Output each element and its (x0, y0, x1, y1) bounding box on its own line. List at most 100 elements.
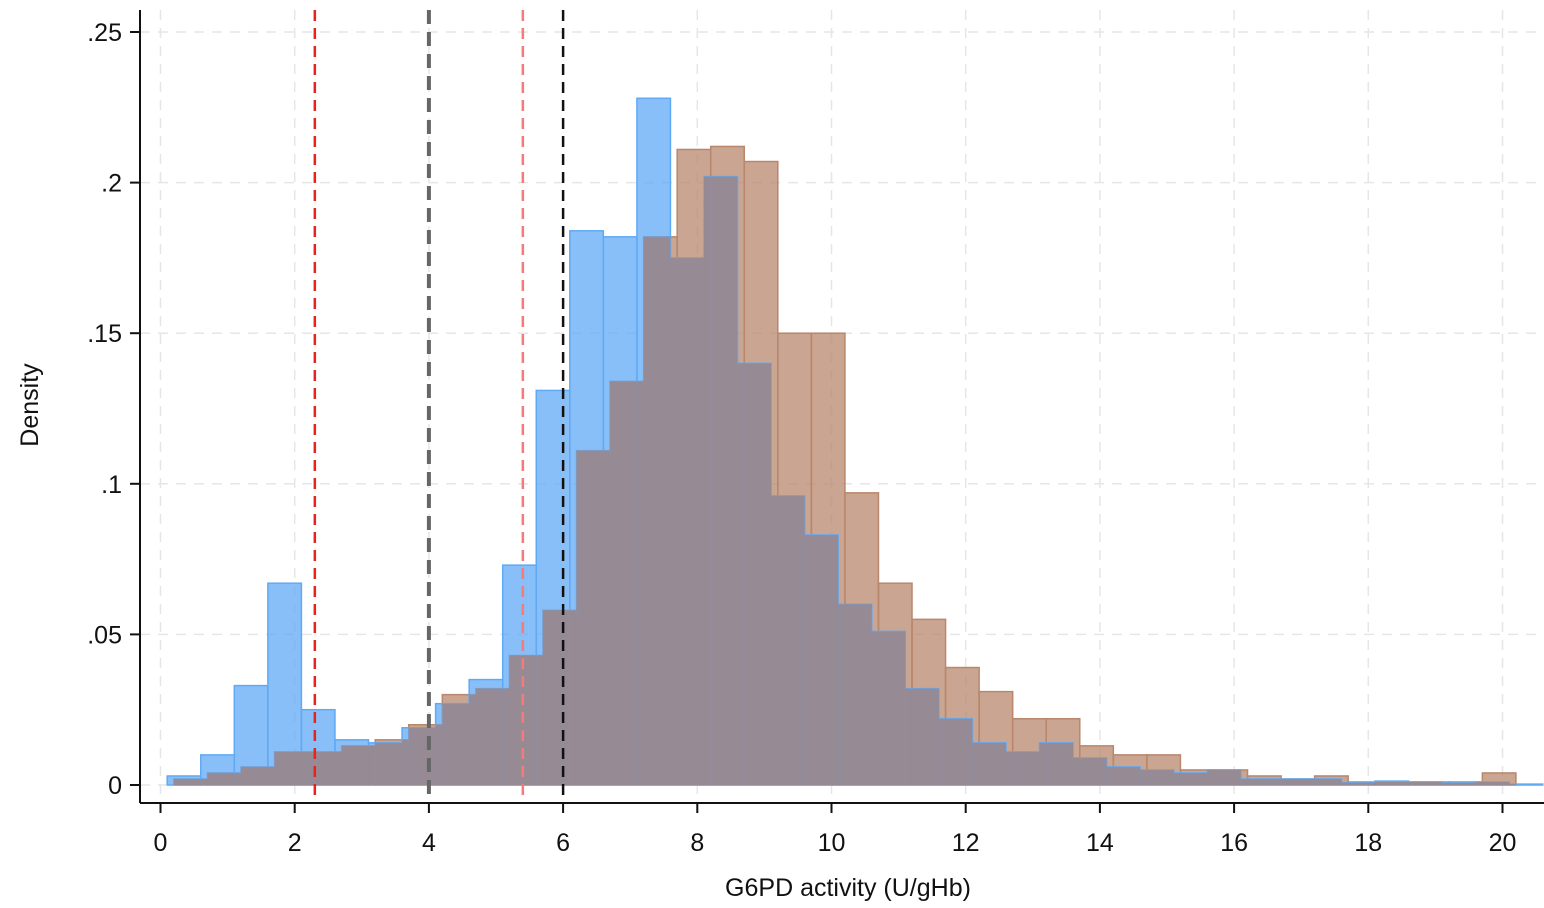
x-tick-label: 18 (1354, 829, 1382, 857)
overlap-bar (1274, 778, 1282, 785)
overlap-bar (1146, 769, 1174, 785)
overlap-bar (1475, 781, 1483, 785)
x-tick-label: 8 (690, 829, 704, 857)
overlap-bar (301, 751, 309, 785)
x-ticks: 0 2 4 6 8 10 12 14 16 18 20 (154, 803, 1517, 857)
overlap-bar (576, 450, 604, 785)
overlap-bar (173, 778, 201, 785)
overlap-bar (542, 610, 570, 785)
series-a-bar (267, 582, 303, 786)
overlap-bar (375, 742, 403, 785)
overlap-bar (1240, 778, 1248, 785)
x-tick-label: 4 (422, 829, 436, 857)
overlap-bar (643, 236, 671, 786)
overlap-bar (536, 655, 543, 785)
overlap-bar (569, 610, 577, 785)
overlap-bar (905, 688, 913, 785)
overlap-bar (368, 745, 376, 785)
overlap-bar (871, 631, 879, 785)
overlap-bar (1207, 769, 1214, 785)
overlap-bar (1140, 769, 1147, 785)
overlap-bar (710, 176, 738, 786)
overlap-bar (1046, 742, 1074, 785)
overlap-bar (938, 718, 946, 785)
overlap-bar (267, 766, 275, 785)
overlap-bar (1113, 766, 1141, 785)
overlap-bar (610, 381, 637, 785)
y-tick-label: .25 (87, 19, 122, 47)
overlap-bar (274, 751, 302, 785)
overlap-bar (1213, 769, 1241, 785)
overlap-bar (408, 727, 436, 785)
overlap-bar (844, 604, 872, 785)
overlap-bar (1079, 757, 1107, 785)
x-axis-title: G6PD activity (U/gHb) (725, 874, 971, 902)
overlap-bar (435, 724, 443, 785)
y-axis-title: Density (16, 363, 44, 447)
overlap-bar (308, 751, 335, 785)
x-tick-label: 14 (1086, 829, 1114, 857)
overlap-bar (737, 363, 745, 785)
overlap-bar (234, 772, 242, 785)
overlap-bar (1341, 782, 1349, 785)
overlap-bar (704, 176, 711, 786)
overlap-bar (1482, 781, 1510, 785)
overlap-bars (173, 176, 1516, 786)
x-tick-label: 0 (154, 829, 168, 857)
axes (139, 10, 1544, 804)
overlap-bar (442, 703, 470, 785)
reference-lines (313, 10, 565, 803)
overlap-bar (241, 766, 268, 785)
overlap-bar (1375, 781, 1382, 785)
overlap-bar (1039, 742, 1047, 785)
overlap-bar (502, 688, 510, 785)
x-tick-label: 2 (288, 829, 302, 857)
overlap-bar (1408, 781, 1416, 785)
overlap-bar (1442, 782, 1449, 785)
overlap-bar (1381, 781, 1409, 785)
y-tick-label: 0 (108, 772, 122, 800)
y-tick-label: .15 (87, 320, 122, 348)
overlap-bar (677, 257, 705, 785)
overlap-bar (670, 257, 678, 785)
overlap-bar (1012, 751, 1040, 785)
overlap-bar (1314, 778, 1342, 785)
overlap-bar (475, 688, 503, 785)
overlap-bar (979, 742, 1006, 785)
overlap-bar (1307, 778, 1315, 785)
overlap-bar (972, 742, 980, 785)
overlap-bar (341, 745, 369, 785)
overlap-bar (777, 495, 805, 785)
x-tick-label: 10 (818, 829, 846, 857)
overlap-bar (469, 694, 476, 785)
overlap-bar (402, 739, 409, 785)
overlap-bar (838, 604, 845, 785)
overlap-bar (1448, 782, 1476, 785)
y-tick-label: .1 (101, 471, 122, 499)
x-tick-label: 16 (1220, 829, 1248, 857)
overlap-bar (334, 751, 342, 785)
overlap-bar (1106, 766, 1114, 785)
x-tick-label: 6 (556, 829, 570, 857)
x-tick-label: 20 (1489, 829, 1517, 857)
overlap-bar (945, 718, 973, 785)
overlap-bar (1247, 778, 1275, 785)
overlap-bar (1005, 751, 1013, 785)
y-tick-label: .05 (87, 621, 122, 649)
y-ticks: 0 .05 .1 .15 .2 .25 (87, 19, 140, 800)
overlap-bar (912, 688, 939, 785)
overlap-bar (804, 535, 812, 785)
overlap-bar (1281, 778, 1308, 785)
overlap-bar (744, 363, 772, 785)
overlap-bar (207, 772, 235, 785)
overlap-bar (1073, 757, 1080, 785)
overlap-bar (1180, 772, 1208, 785)
overlap-bar (603, 450, 611, 785)
overlap-bar (878, 631, 906, 785)
overlap-bar (771, 495, 778, 785)
overlap-bar (200, 778, 208, 785)
overlap-bar (1348, 782, 1376, 785)
overlap-bar (1509, 784, 1516, 785)
overlap-bar (811, 535, 839, 785)
